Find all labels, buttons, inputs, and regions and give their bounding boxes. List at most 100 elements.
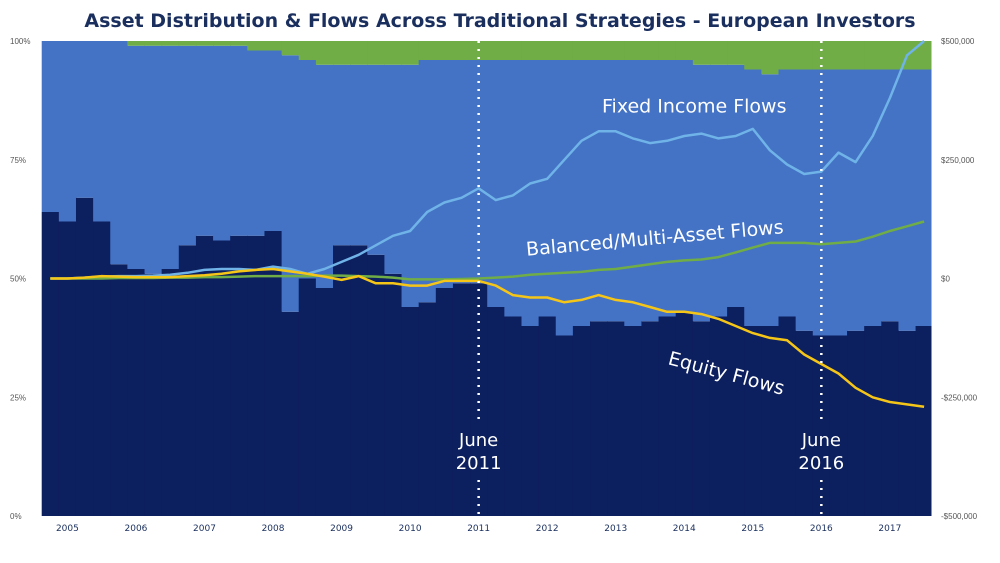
- y-left-tick-label: 75%: [10, 156, 26, 165]
- allocation-bar-fixed-income: [641, 60, 660, 322]
- axes: 0% 25% 50% 75% 100% -$500,000 -$250,000 $0 $250,…: [10, 37, 978, 534]
- allocation-bar-fixed-income: [41, 41, 60, 212]
- allocation-bar-equity: [658, 316, 677, 516]
- allocation-bar-balanced-multi-asset: [624, 41, 642, 60]
- allocation-bar-balanced-multi-asset: [230, 41, 248, 46]
- allocation-bar-equity: [247, 235, 265, 516]
- allocation-bar-fixed-income: [778, 69, 797, 317]
- allocation-bar-balanced-multi-asset: [504, 41, 522, 60]
- event-label-month: June: [801, 430, 841, 451]
- allocation-bar-fixed-income: [281, 55, 300, 312]
- allocation-bar-balanced-multi-asset: [641, 41, 660, 60]
- x-tick-label: 2009: [330, 524, 353, 534]
- allocation-bar-equity: [829, 335, 848, 516]
- allocation-bar-fixed-income: [435, 60, 454, 288]
- allocation-bar-fixed-income: [538, 60, 557, 317]
- x-tick-label: 2015: [741, 524, 764, 534]
- x-tick-label: 2006: [125, 524, 148, 534]
- allocation-bar-balanced-multi-asset: [692, 41, 711, 65]
- allocation-bar-balanced-multi-asset: [452, 41, 471, 60]
- allocation-bar-balanced-multi-asset: [195, 41, 214, 46]
- allocation-bar-balanced-multi-asset: [367, 41, 385, 65]
- y-right-tick-label: $250,000: [941, 156, 975, 165]
- allocation-bar-equity: [590, 321, 608, 516]
- y-left-tick-label: 25%: [10, 393, 26, 402]
- allocation-bar-equity: [864, 326, 882, 516]
- allocation-bar-fixed-income: [333, 64, 351, 246]
- annotation-fixed-income-flows: Fixed Income Flows: [602, 95, 787, 117]
- flow-line-fixed-income-flows: [50, 40, 925, 280]
- allocation-bar-equity: [161, 269, 180, 516]
- event-label-month: June: [458, 430, 498, 451]
- y-left-tick-label: 0%: [10, 512, 22, 521]
- allocation-bar-fixed-income: [213, 45, 231, 241]
- allocation-bar-balanced-multi-asset: [384, 41, 403, 65]
- allocation-bar-fixed-income: [93, 41, 111, 222]
- allocation-bar-fixed-income: [590, 60, 608, 322]
- allocation-bar-fixed-income: [350, 64, 368, 246]
- y-left-tick-label: 100%: [10, 37, 30, 46]
- allocation-bar-balanced-multi-asset: [401, 41, 420, 65]
- allocation-bar-balanced-multi-asset: [572, 41, 591, 60]
- allocation-bar-fixed-income: [75, 41, 94, 198]
- allocation-bar-equity: [452, 283, 471, 516]
- allocation-bar-equity: [624, 326, 642, 516]
- allocation-bar-equity: [93, 221, 111, 516]
- allocation-bar-fixed-income: [898, 69, 917, 331]
- allocation-bar-balanced-multi-asset: [675, 41, 694, 60]
- allocation-bar-equity: [435, 288, 454, 516]
- allocation-bar-balanced-multi-asset: [658, 41, 677, 60]
- allocation-bar-equity: [315, 288, 334, 516]
- allocation-bar-fixed-income: [864, 69, 882, 326]
- allocation-bar-equity: [41, 212, 60, 516]
- allocation-bar-fixed-income: [521, 60, 540, 326]
- chart-title: Asset Distribution & Flows Across Tradit…: [84, 10, 916, 32]
- allocation-bar-fixed-income: [624, 60, 642, 326]
- x-tick-label: 2008: [262, 524, 285, 534]
- allocation-bar-balanced-multi-asset: [847, 41, 865, 70]
- x-tick-label: 2011: [467, 524, 490, 534]
- allocation-bar-fixed-income: [264, 50, 283, 231]
- event-label-year: 2016: [798, 453, 844, 474]
- allocation-bar-balanced-multi-asset: [864, 41, 882, 70]
- flow-lines: [50, 40, 925, 409]
- allocation-bar-balanced-multi-asset: [350, 41, 368, 65]
- allocation-bar-equity: [709, 316, 728, 516]
- allocation-bar-fixed-income: [572, 60, 591, 326]
- allocation-bar-balanced-multi-asset: [727, 41, 745, 65]
- allocation-bar-fixed-income: [675, 60, 694, 312]
- allocation-bar-equity: [264, 231, 283, 516]
- allocation-bar-equity: [504, 316, 522, 516]
- allocation-bar-fixed-income: [881, 69, 899, 322]
- allocation-bar-fixed-income: [504, 60, 522, 317]
- allocation-bar-equity: [607, 321, 625, 516]
- y-right-tick-label: $0: [941, 275, 950, 284]
- allocation-bar-equity: [281, 311, 300, 516]
- allocation-bar-equity: [75, 197, 94, 516]
- allocation-bar-balanced-multi-asset: [778, 41, 797, 70]
- allocation-bar-equity: [915, 326, 932, 516]
- allocation-bar-balanced-multi-asset: [555, 41, 574, 60]
- allocation-bar-fixed-income: [367, 64, 385, 255]
- allocation-bar-equity: [298, 278, 317, 516]
- allocation-bar-balanced-multi-asset: [709, 41, 728, 65]
- flow-line-equity-flows: [50, 267, 925, 409]
- y-left-tick-label: 50%: [10, 275, 26, 284]
- allocation-bar-fixed-income: [487, 60, 505, 307]
- allocation-bar-fixed-income: [195, 45, 214, 236]
- allocation-bar-equity: [178, 245, 197, 516]
- allocation-bar-balanced-multi-asset: [521, 41, 540, 60]
- allocation-bar-equity: [538, 316, 557, 516]
- allocation-bar-equity: [761, 326, 780, 516]
- allocation-bar-equity: [470, 283, 488, 516]
- allocation-bar-equity: [727, 307, 745, 516]
- allocation-bar-balanced-multi-asset: [418, 41, 437, 60]
- allocation-bar-fixed-income: [58, 41, 77, 222]
- event-label-year: 2011: [456, 453, 502, 474]
- allocation-bar-balanced-multi-asset: [795, 41, 814, 70]
- allocation-bar-fixed-income: [470, 60, 488, 284]
- x-tick-label: 2007: [193, 524, 216, 534]
- allocation-bar-equity: [127, 269, 146, 516]
